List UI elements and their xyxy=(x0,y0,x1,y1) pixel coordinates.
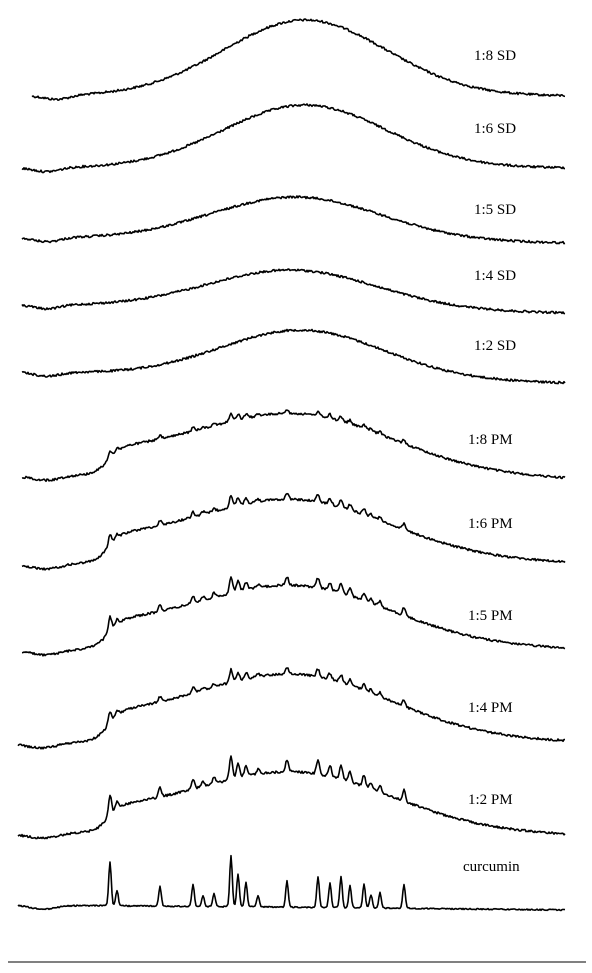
trace-line xyxy=(21,268,566,315)
trace-line xyxy=(21,328,566,385)
series-label: 1:5 SD xyxy=(474,202,516,218)
trace-line xyxy=(17,854,566,912)
trace-line xyxy=(21,409,566,483)
series-label: curcumin xyxy=(463,859,520,875)
series-label: 1:6 SD xyxy=(474,121,516,137)
trace-line xyxy=(21,195,566,245)
trace-line xyxy=(21,492,566,571)
series-label: 1:2 PM xyxy=(468,792,513,808)
series-label: 1:6 PM xyxy=(468,516,513,532)
series-label: 1:2 SD xyxy=(474,338,516,354)
trace-line xyxy=(21,576,566,657)
series-label: 1:8 PM xyxy=(468,432,513,448)
trace-line xyxy=(17,755,566,840)
trace-line xyxy=(17,667,565,750)
traces-group xyxy=(17,18,566,912)
trace-line xyxy=(21,103,565,174)
trace-line xyxy=(31,18,566,101)
series-label: 1:8 SD xyxy=(474,48,516,64)
series-label: 1:5 PM xyxy=(468,608,513,624)
series-label: 1:4 PM xyxy=(468,700,513,716)
series-label: 1:4 SD xyxy=(474,268,516,284)
labels-group: 1:8 SD 1:6 SD 1:5 SD 1:4 SD 1:2 SD 1:8 PM 1:6 … xyxy=(463,48,520,875)
